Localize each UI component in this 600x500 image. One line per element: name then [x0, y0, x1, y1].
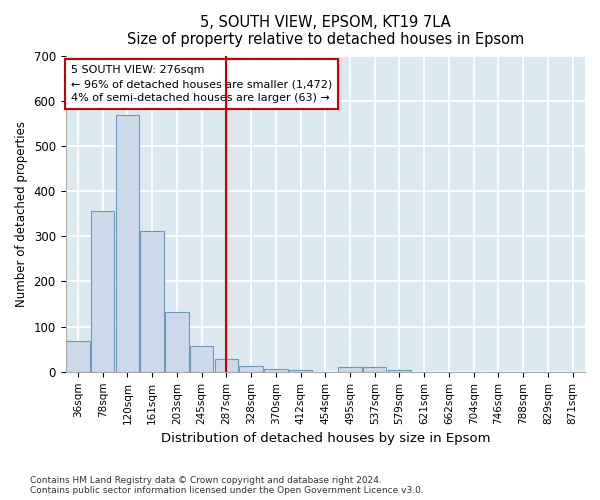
X-axis label: Distribution of detached houses by size in Epsom: Distribution of detached houses by size …: [161, 432, 490, 445]
Text: Contains HM Land Registry data © Crown copyright and database right 2024.
Contai: Contains HM Land Registry data © Crown c…: [30, 476, 424, 495]
Bar: [289, 370, 312, 372]
Text: 5 SOUTH VIEW: 276sqm
← 96% of detached houses are smaller (1,472)
4% of semi-det: 5 SOUTH VIEW: 276sqm ← 96% of detached h…: [71, 65, 332, 103]
Y-axis label: Number of detached properties: Number of detached properties: [15, 120, 28, 306]
Bar: [338, 368, 362, 372]
Bar: [363, 368, 386, 372]
Bar: [116, 115, 139, 372]
Bar: [165, 312, 188, 372]
Bar: [239, 366, 263, 372]
Bar: [264, 368, 287, 372]
Bar: [140, 231, 164, 372]
Bar: [91, 212, 115, 372]
Bar: [388, 370, 411, 372]
Bar: [190, 346, 214, 372]
Bar: [215, 359, 238, 372]
Title: 5, SOUTH VIEW, EPSOM, KT19 7LA
Size of property relative to detached houses in E: 5, SOUTH VIEW, EPSOM, KT19 7LA Size of p…: [127, 15, 524, 48]
Bar: [66, 341, 89, 372]
